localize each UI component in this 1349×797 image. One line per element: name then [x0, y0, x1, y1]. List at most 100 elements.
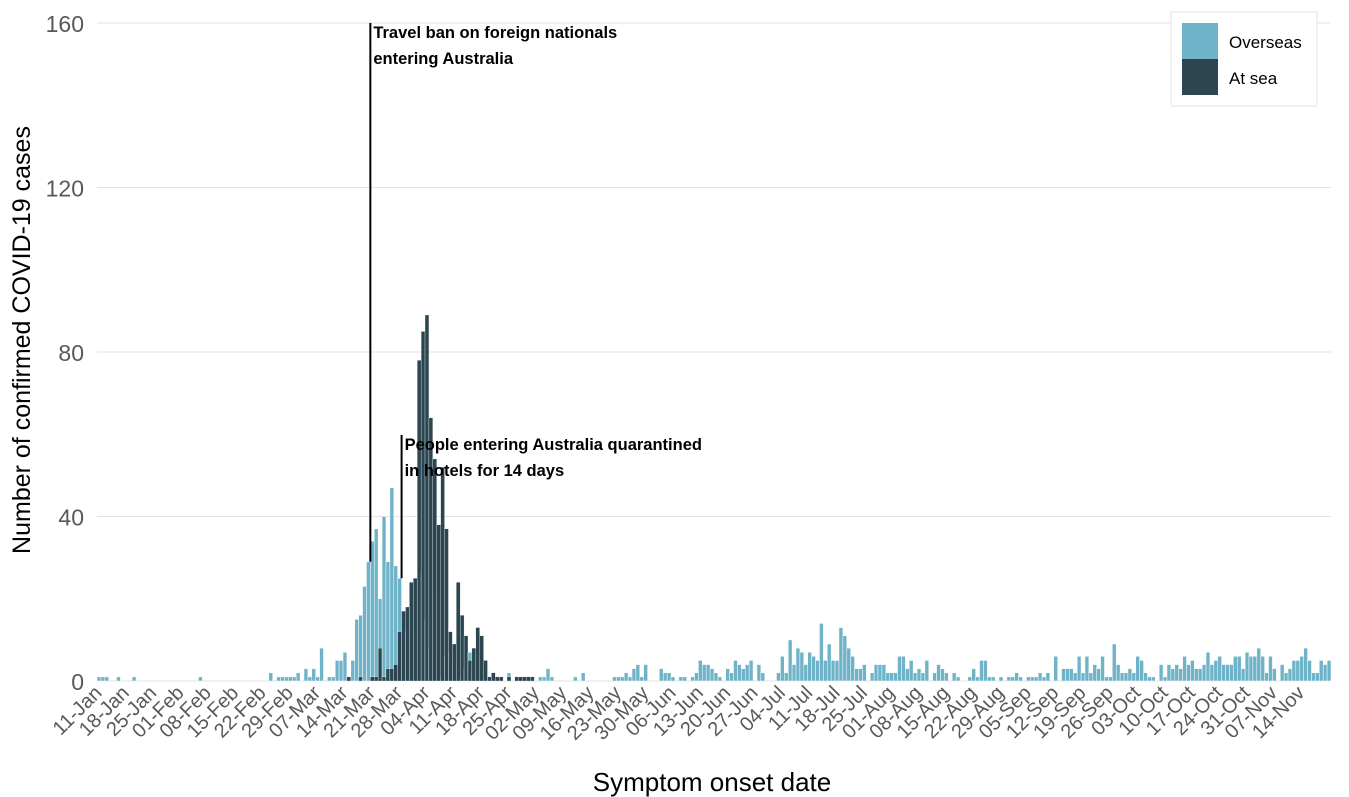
bar-overseas	[932, 672, 937, 682]
bar-at-sea	[370, 676, 375, 682]
bar-overseas	[1123, 672, 1129, 682]
bar-overseas	[1053, 656, 1058, 682]
bar-overseas	[1006, 676, 1012, 682]
bar-overseas	[1194, 668, 1199, 682]
bar-overseas	[975, 676, 980, 682]
bar-overseas	[1217, 656, 1222, 682]
bar-at-sea	[413, 578, 418, 682]
bar-overseas	[1170, 668, 1176, 682]
bar-overseas	[1213, 660, 1219, 682]
bar-overseas	[1279, 664, 1285, 682]
bar-overseas	[1037, 672, 1043, 682]
bar-at-sea	[479, 635, 484, 682]
bar-at-sea	[526, 676, 531, 682]
bars	[96, 314, 1332, 682]
bar-overseas	[327, 676, 332, 682]
legend-label-at-sea: At sea	[1229, 69, 1278, 88]
bar-overseas	[1315, 672, 1320, 682]
bar-overseas	[288, 676, 293, 682]
bar-overseas	[811, 656, 816, 682]
bar-overseas	[1033, 676, 1039, 682]
bar-overseas	[1201, 664, 1207, 682]
bar-overseas	[1268, 656, 1273, 682]
bar-at-sea	[401, 610, 406, 682]
bar-overseas	[713, 672, 719, 682]
bar-overseas	[1178, 668, 1183, 682]
bar-overseas	[1221, 664, 1226, 682]
bar-overseas	[284, 676, 289, 682]
bar-overseas	[662, 672, 668, 682]
bar-overseas	[580, 672, 586, 682]
bar-overseas	[100, 676, 106, 682]
bar-overseas	[1108, 676, 1113, 682]
bar-overseas	[276, 676, 281, 682]
annotation-text: People entering Australia quarantined	[405, 436, 702, 454]
bar-overseas	[815, 660, 820, 682]
bar-at-sea	[471, 647, 476, 682]
bar-overseas	[1287, 668, 1293, 682]
bar-overseas	[1190, 660, 1195, 682]
bar-overseas	[924, 660, 930, 682]
bar-overseas	[830, 660, 836, 682]
bar-at-sea	[448, 631, 453, 682]
bar-overseas	[311, 668, 316, 682]
bar-overseas	[104, 676, 109, 682]
bar-overseas	[315, 676, 320, 682]
bar-at-sea	[495, 676, 500, 682]
bar-at-sea	[420, 331, 426, 682]
bar-overseas	[1096, 668, 1101, 682]
bar-overseas	[573, 676, 578, 682]
bar-at-sea	[374, 676, 379, 682]
bar-overseas	[1041, 676, 1047, 682]
bar-overseas	[1135, 656, 1140, 682]
bar-at-sea	[475, 627, 480, 682]
bar-overseas	[807, 651, 812, 682]
bar-at-sea	[440, 466, 445, 682]
bar-overseas	[795, 647, 801, 682]
bar-overseas	[1100, 656, 1105, 682]
bar-overseas	[823, 660, 828, 682]
bar-overseas	[991, 676, 996, 682]
bar-at-sea	[487, 676, 492, 682]
bar-overseas	[303, 668, 309, 682]
bar-at-sea	[424, 314, 430, 682]
bar-overseas	[842, 635, 848, 682]
bar-overseas	[1080, 672, 1086, 682]
bar-overseas	[616, 676, 621, 682]
bar-overseas	[631, 668, 637, 682]
bar-overseas	[1092, 664, 1097, 682]
bar-overseas	[1252, 656, 1258, 682]
bar-overseas	[370, 540, 375, 682]
annotation-text: entering Australia	[373, 50, 513, 68]
bar-at-sea	[456, 582, 461, 682]
bar-overseas	[358, 614, 363, 682]
bar-overseas	[1225, 664, 1230, 682]
bar-overseas	[131, 676, 137, 682]
bar-overseas	[1182, 656, 1187, 682]
y-tick-label: 40	[58, 505, 84, 531]
bar-overseas	[1104, 676, 1109, 682]
bar-overseas	[545, 668, 551, 682]
bar-overseas	[998, 676, 1004, 682]
bar-overseas	[1158, 664, 1164, 682]
bar-overseas	[1073, 672, 1078, 682]
bar-overseas	[983, 660, 988, 682]
bar-overseas	[737, 664, 742, 682]
bar-overseas	[389, 487, 395, 682]
bar-overseas	[659, 668, 664, 682]
bar-overseas	[897, 656, 902, 682]
bar-overseas	[331, 676, 336, 682]
bar-at-sea	[428, 417, 433, 682]
bar-at-sea	[460, 615, 465, 682]
bar-overseas	[741, 668, 746, 682]
annotation-text: in hotels for 14 days	[405, 462, 565, 480]
bar-overseas	[694, 672, 699, 682]
bar-overseas	[280, 676, 285, 682]
bar-overseas	[393, 565, 398, 682]
bar-overseas	[1237, 656, 1242, 682]
legend-label-overseas: Overseas	[1229, 33, 1302, 52]
bar-overseas	[838, 627, 844, 682]
bar-overseas	[1069, 668, 1074, 682]
bar-overseas	[916, 668, 922, 682]
